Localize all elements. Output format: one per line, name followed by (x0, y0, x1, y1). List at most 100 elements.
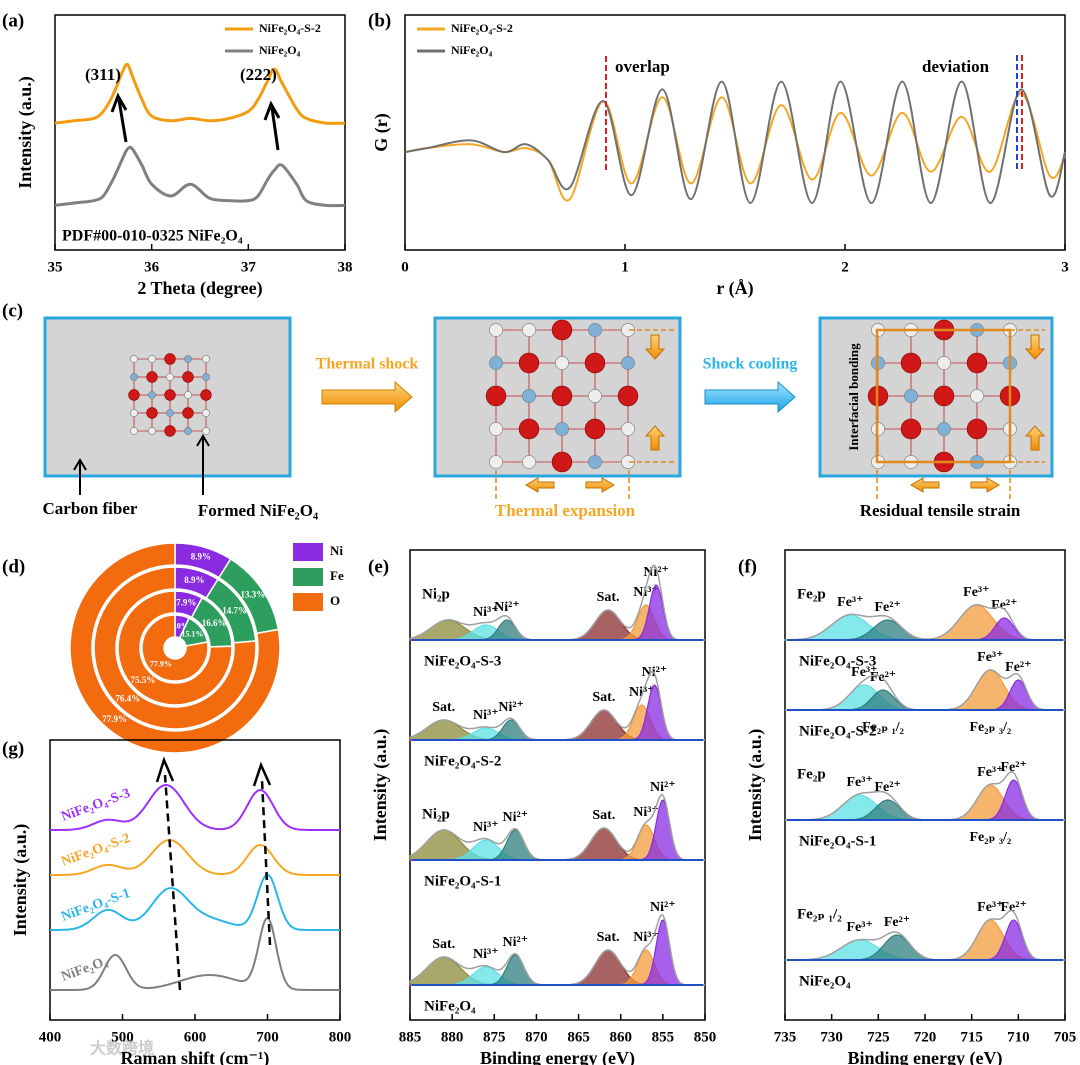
x-tick-label: 1 (621, 259, 629, 275)
x-tick-label: 860 (609, 1029, 632, 1045)
x-tick-label: 705 (1054, 1029, 1077, 1045)
peak-note: Fe₂ₚ ₃/₂ (969, 720, 1011, 735)
x-tick-label: 870 (525, 1029, 548, 1045)
peak-note: Fe₂ₚ ₃/₂ (969, 830, 1011, 845)
x-tick-label: 715 (960, 1029, 983, 1045)
peak-mark (209, 974, 210, 976)
peak-mark (169, 887, 171, 889)
panel-label: (c) (2, 300, 23, 321)
atom (900, 352, 922, 374)
atom (130, 355, 138, 363)
atom (555, 422, 569, 436)
plot-frame (409, 549, 706, 1021)
peak-label: Fe²⁺ (874, 600, 900, 615)
label: Carbon fiber (43, 499, 138, 518)
x-axis-label: Binding energy (eV) (848, 1048, 1003, 1065)
atom (128, 389, 140, 401)
atom (518, 352, 540, 374)
panel-label: (a) (2, 10, 24, 31)
watermark: 大数跨境 (90, 1039, 154, 1058)
spectrum-title: Fe₂p (797, 586, 826, 602)
data-line (54, 62, 346, 125)
peak-label: Fe³⁺ (846, 920, 872, 935)
x-tick-label: 38 (338, 259, 353, 275)
y-axis-label: Intensity (a.u.) (370, 729, 391, 842)
peak-label: Ni²⁺ (643, 565, 669, 580)
peak-label: Ni²⁺ (650, 900, 676, 915)
envelope (785, 909, 1065, 961)
y-axis-label: Intensity (a.u.) (745, 729, 766, 842)
atom (485, 385, 507, 407)
atom (164, 353, 176, 365)
atom (146, 407, 158, 419)
x-tick-label: 36 (144, 259, 160, 275)
trend-arrow (163, 774, 182, 991)
ring-gap (139, 612, 211, 684)
atom (904, 389, 918, 403)
x-axis-label: 2 Theta (degree) (137, 278, 262, 299)
value-label: 8.9% (191, 552, 211, 562)
peak-label: Fe³⁺ (846, 775, 872, 790)
label: Thermal expansion (495, 501, 636, 520)
atom (489, 455, 503, 469)
x-tick-label: 500 (111, 1029, 134, 1045)
annotation: PDF#00-010-0325 NiFe₂O₄ (62, 228, 243, 245)
strain-arrow (644, 425, 666, 451)
legend-label: Fe (330, 568, 344, 583)
trend-arrow (155, 756, 175, 783)
x-tick-label: 0 (401, 259, 409, 275)
spectrum-name: NiFe₂O₄-S-1 (799, 833, 876, 849)
x-tick-label: 880 (441, 1029, 464, 1045)
value-label: 75.5% (131, 675, 156, 685)
strain-arrow (970, 477, 1000, 493)
peak-mark (209, 915, 210, 917)
atom (130, 427, 138, 435)
x-tick-label: 850 (694, 1029, 717, 1045)
x-tick-label: 35 (48, 259, 63, 275)
legend-swatch (293, 543, 323, 561)
value-label: 76.4% (115, 694, 140, 704)
panel-label: (f) (738, 556, 757, 577)
atom (522, 323, 536, 337)
panel-label: (e) (368, 556, 389, 577)
legend-label: NiFe₂O₄ (259, 43, 301, 57)
x-tick-label: 730 (820, 1029, 843, 1045)
atom (182, 407, 194, 419)
panel-label: (d) (2, 556, 25, 577)
peak-label: Ni²⁺ (498, 700, 524, 715)
value-label: 77.9% (150, 660, 172, 669)
arrow (263, 100, 281, 151)
peak-label: Ni³⁺ (473, 820, 499, 835)
annotation: overlap (615, 57, 670, 76)
value-label: 7.9% (176, 597, 196, 607)
x-axis-label: r (Å) (716, 278, 753, 299)
data-line (404, 92, 1066, 202)
x-tick-label: 37 (241, 259, 257, 275)
strain-arrow (1024, 425, 1046, 451)
legend-swatch (293, 568, 323, 586)
x-tick-label: 700 (256, 1029, 279, 1045)
strain-arrow (910, 477, 940, 493)
x-tick-label: 735 (774, 1029, 797, 1045)
spectrum-name: NiFe₂O₄-S-3 (799, 653, 876, 669)
peak-label: Fe³⁺ (977, 650, 1003, 665)
legend-label: O (330, 593, 340, 608)
peak-label: Ni³⁺ (473, 708, 499, 723)
spectrum-name: NiFe₂O₄-S-1 (424, 873, 501, 889)
peak-label: Fe²⁺ (1005, 660, 1031, 675)
label: Shock cooling (703, 356, 798, 373)
spectrum-name: NiFe₂O₄-S-3 (424, 653, 501, 669)
peak-label: Sat. (597, 930, 620, 945)
atom (146, 371, 158, 383)
value-label: 77.9% (102, 714, 127, 724)
spectrum-name: NiFe₂O₄ (424, 998, 476, 1014)
atom (966, 352, 988, 374)
pointer (196, 434, 210, 495)
y-axis-label: Intensity (a.u.) (10, 824, 31, 937)
legend-label: Ni (330, 543, 343, 558)
plot-frame (49, 739, 341, 1021)
atom (966, 418, 988, 440)
x-tick-label: 800 (329, 1029, 352, 1045)
value-label: 13.3% (240, 589, 265, 599)
data-line (54, 145, 346, 208)
